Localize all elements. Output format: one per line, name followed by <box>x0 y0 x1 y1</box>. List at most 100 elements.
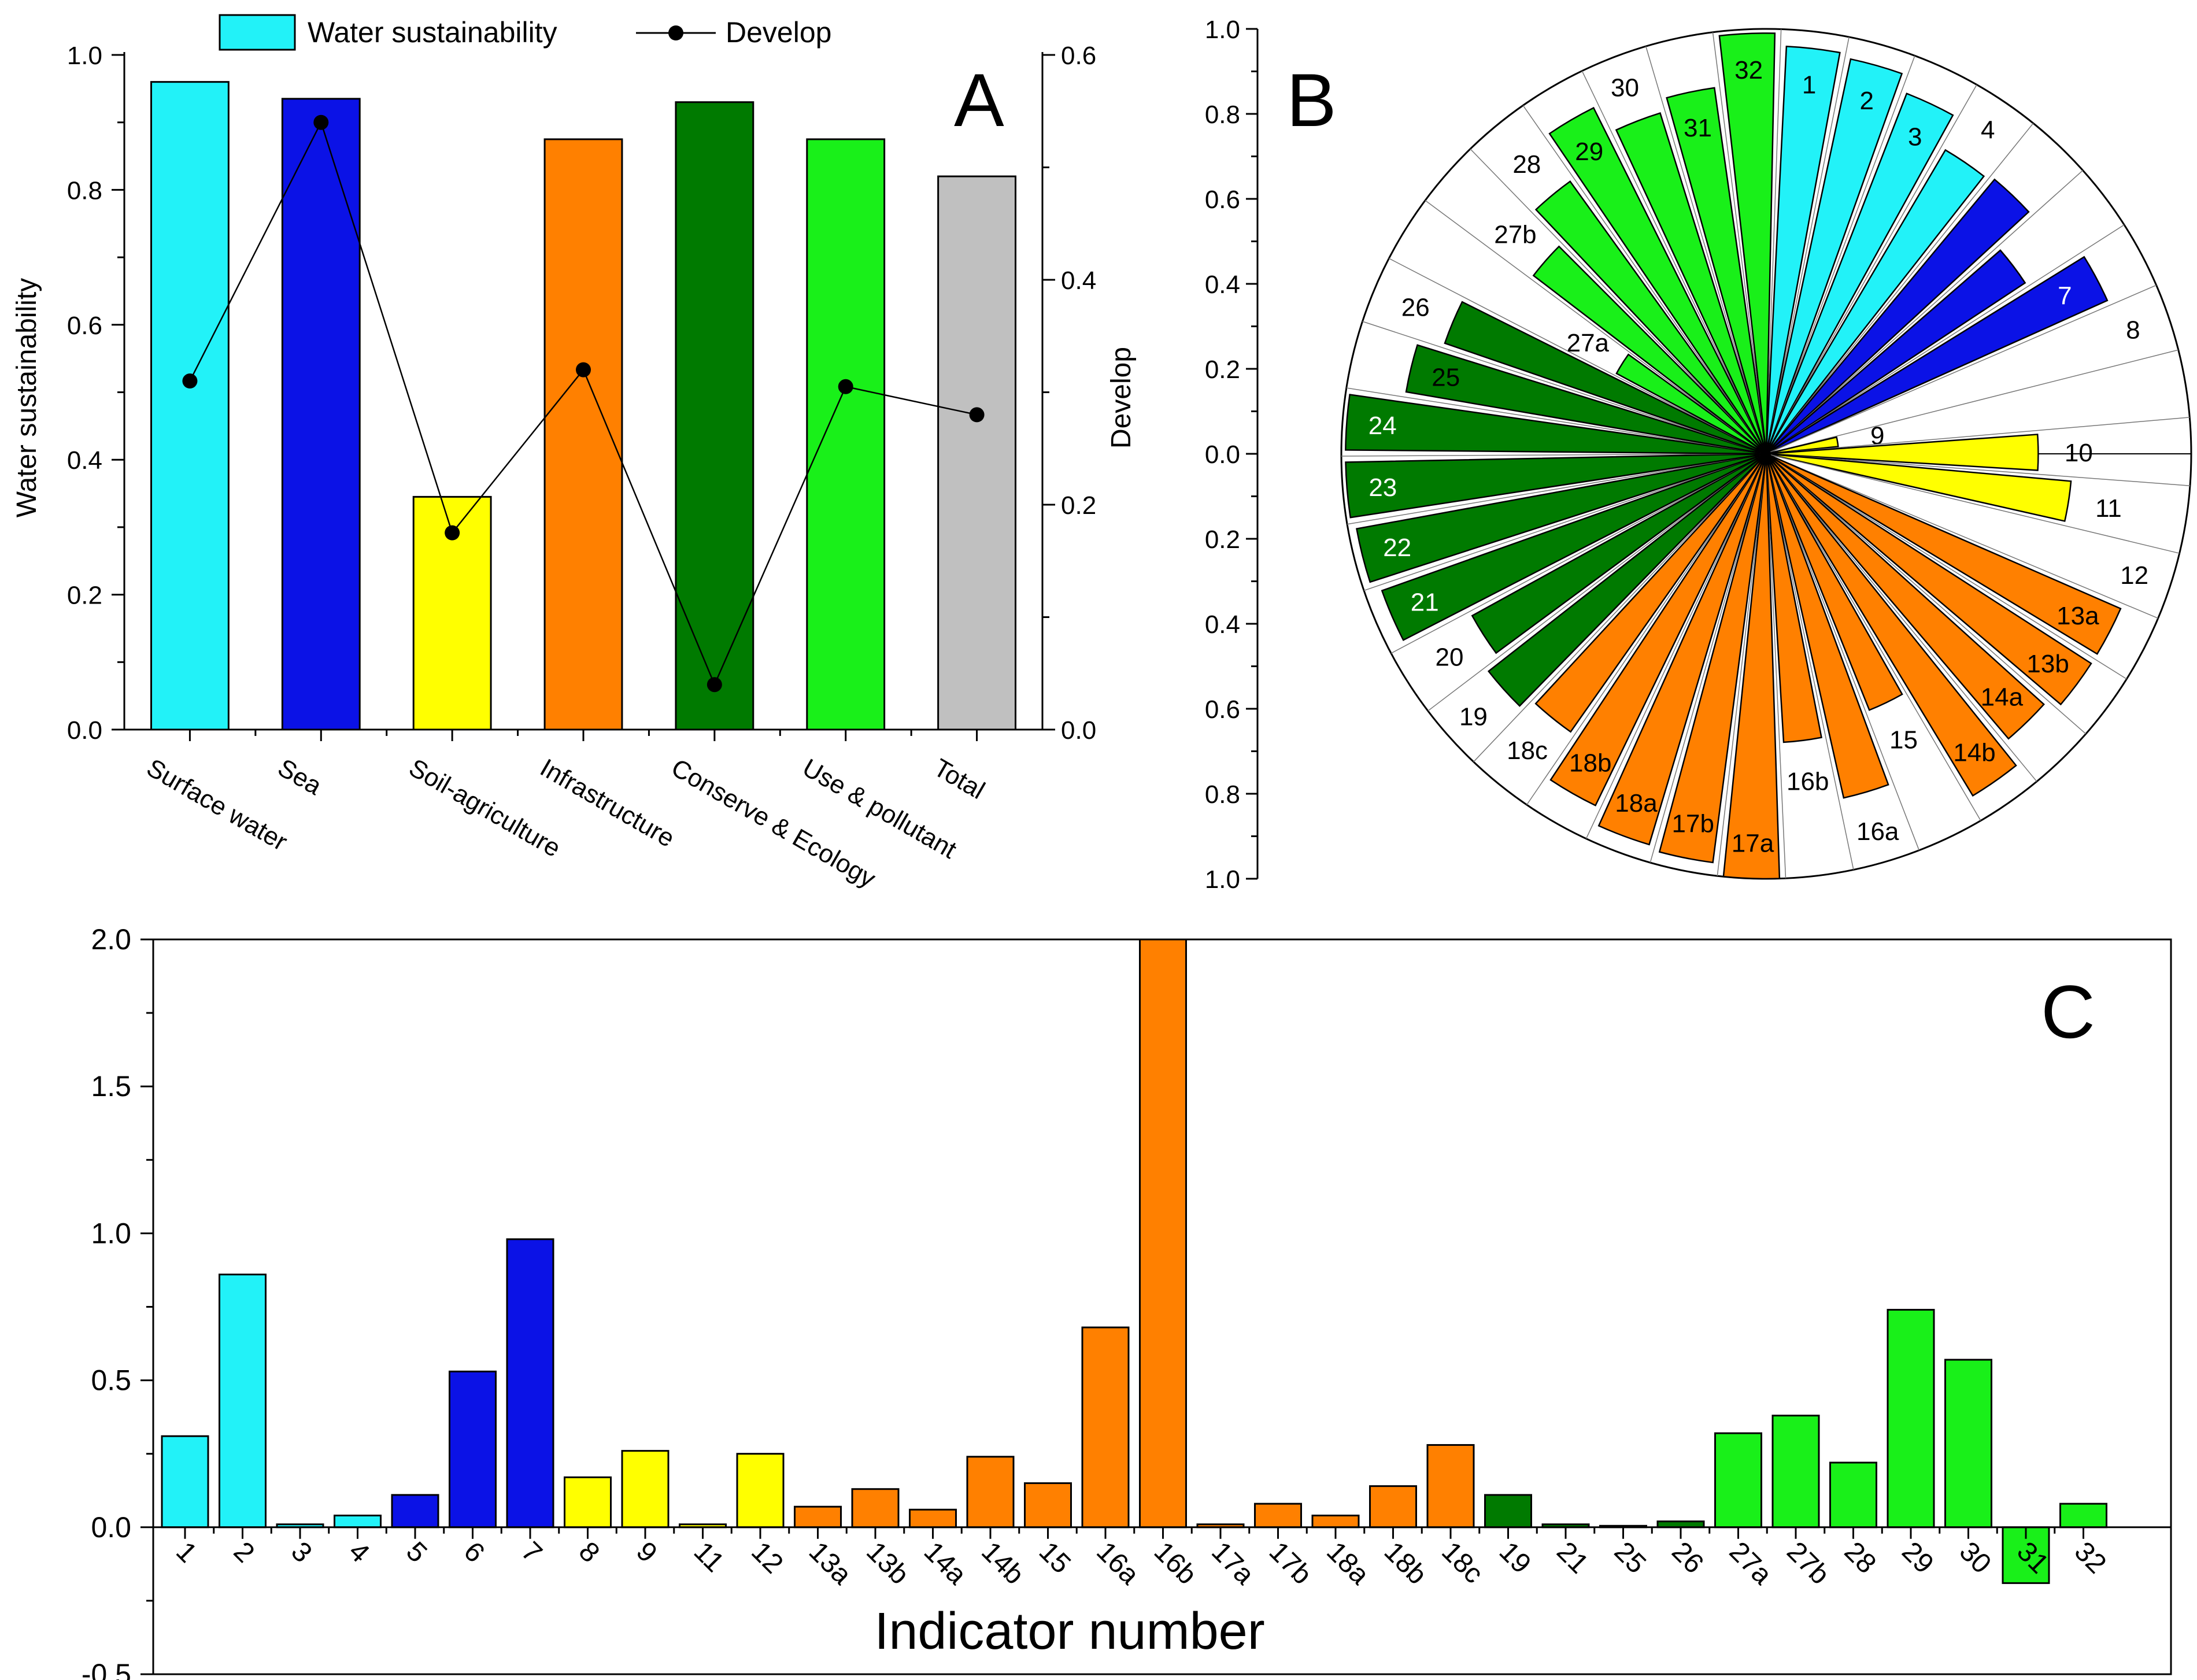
panel-c-x-tick-label: 21 <box>1551 1536 1594 1579</box>
panel-b-sector-divider <box>1766 29 1782 454</box>
panel-b-bar-label: 27a <box>1567 329 1610 357</box>
panel-b-sector-divider <box>1389 258 1767 454</box>
panel-b-bar <box>1766 256 2109 455</box>
panel-c-bar <box>1254 1503 1302 1529</box>
panel-c-bar <box>621 1450 670 1529</box>
panel-a-develop-line <box>189 120 846 687</box>
panel-b-radial-tick-label: 1.0 <box>1205 865 1240 894</box>
panel-b-bar <box>1549 453 1767 806</box>
panel-b-bar-label: 16a <box>1856 817 1899 846</box>
panel-c-x-tick-label: 13a <box>803 1536 857 1590</box>
panel-c-bar <box>391 1494 439 1529</box>
panel-b-bar <box>1765 92 1954 454</box>
panel-c-x-tick-label: 13b <box>860 1536 915 1590</box>
panel-b-bar <box>1722 453 1781 880</box>
panel-c-x-tick-label: 25 <box>1608 1536 1652 1579</box>
panel-b-bar <box>1765 453 2017 797</box>
panel-b-bar-label: 12 <box>2120 561 2148 590</box>
panel-b-sector-divider <box>1766 123 2034 454</box>
panel-c-bar-chart: C Indicator number -0.50.00.51.01.52.01 2… <box>82 923 2172 1680</box>
panel-b-bar-label: 25 <box>1432 364 1460 392</box>
panel-b-radial-tick-label: 0.8 <box>1205 780 1240 809</box>
panel-b-sector-divider <box>1425 200 1767 454</box>
panel-b-sector-divider <box>1645 46 1767 454</box>
panel-b-bar-label: 22 <box>1383 534 1411 562</box>
panel-c-x-tick-label: 28 <box>1839 1536 1882 1579</box>
panel-b-bar-label: 14b <box>1953 739 1995 767</box>
panel-a-y2-tick-label: 0.0 <box>1061 716 1096 745</box>
panel-a-develop-point <box>576 362 591 378</box>
panel-a-y2-tick-label: 0.4 <box>1061 267 1096 295</box>
panel-b-bar-label: 13a <box>2057 602 2099 630</box>
panel-c-x-tick-label: 16b <box>1148 1536 1203 1590</box>
panel-c-x-tick-label: 26 <box>1666 1536 1709 1579</box>
panel-b-bar-label: 21 <box>1411 588 1439 616</box>
panel-b-sector-divider <box>1766 453 1981 821</box>
panel-b-bar-label: 8 <box>2126 316 2140 344</box>
panel-a-develop-point <box>707 677 722 693</box>
panel-b-bar-label: 17b <box>1672 809 1714 838</box>
panel-b-label: B <box>1286 58 1337 142</box>
panel-b-sector-divider <box>1766 453 1920 851</box>
panel-b-sector-divider <box>1712 32 1767 454</box>
panel-c-bar <box>736 1453 785 1529</box>
panel-b-center-point <box>1762 449 1771 458</box>
panel-c-x-tick-label: 11 <box>688 1536 730 1578</box>
panel-c-x-tick-label: 15 <box>1033 1536 1077 1579</box>
panel-b-sector-divider <box>1766 417 2190 454</box>
panel-b-sector-divider <box>1766 453 2190 486</box>
panel-a-bar <box>281 98 361 731</box>
panel-b-sector-divider <box>1766 453 2127 680</box>
panel-c-y-tick-label: 2.0 <box>91 923 131 956</box>
panel-c-x-tick-label: 5 <box>400 1536 432 1568</box>
panel-b-bar <box>1615 112 1767 454</box>
panel-c-bar <box>1311 1514 1360 1529</box>
panel-b-radial-tick-label: 1.0 <box>1205 16 1240 44</box>
panel-b-sector-divider <box>1766 55 1915 454</box>
panel-c-x-tick-label: 18c <box>1436 1536 1489 1589</box>
panel-c-x-tick-label: 14a <box>918 1536 972 1590</box>
panel-b-radial-tick-label: 0.6 <box>1205 186 1240 214</box>
panel-c-bar <box>909 1508 957 1529</box>
panel-b-sector-divider <box>1766 284 2157 454</box>
panel-b-bar-label: 26 <box>1401 293 1430 321</box>
panel-c-x-tick-label: 4 <box>343 1536 375 1568</box>
panel-c-x-tick-label: 30 <box>1954 1536 1997 1579</box>
panel-c-bar <box>564 1476 612 1529</box>
panel-b-bar <box>1765 58 1903 454</box>
panel-b-sector-divider <box>1766 453 2159 619</box>
panel-b-bar-label: 11 <box>2095 494 2122 523</box>
panel-b-bar-label: 13b <box>2026 650 2069 678</box>
panel-a-bar <box>675 101 754 731</box>
panel-a-y-tick-label: 0.2 <box>67 582 102 610</box>
panel-c-x-tick-label: 17b <box>1263 1536 1318 1590</box>
panel-a-y2-tick-label: 0.6 <box>1061 42 1096 70</box>
panel-b-sector-divider <box>1766 453 2087 734</box>
panel-b-bar-label: 1 <box>1802 71 1816 99</box>
panel-a-y2-axis-title: Develop <box>1106 347 1137 449</box>
panel-c-x-tick-label: 32 <box>2069 1536 2112 1579</box>
panel-b-sector-divider <box>1766 453 2037 782</box>
legend-bar-label: Water sustainability <box>308 16 557 49</box>
panel-b-sector-divider <box>1585 453 1767 839</box>
panel-a-bar <box>150 81 230 731</box>
panel-b-bar <box>1766 453 2092 706</box>
panel-a-bar <box>543 138 623 731</box>
panel-c-bar <box>334 1514 382 1529</box>
panel-b-bar-label: 31 <box>1684 114 1712 142</box>
panel-b-sector-divider <box>1390 453 1767 654</box>
panel-b-sector-divider <box>1717 453 1767 876</box>
panel-b-sector-divider <box>1363 453 1767 591</box>
panel-c-x-tick-label: 1 <box>170 1536 202 1568</box>
panel-b-sector-divider <box>1649 453 1767 863</box>
panel-b-bar <box>1534 180 1767 454</box>
panel-b-sector-divider <box>1473 453 1767 763</box>
panel-b-sector-divider <box>1470 149 1767 454</box>
panel-b-bar-label: 23 <box>1368 473 1397 502</box>
panel-b-bar-label: 29 <box>1575 138 1603 166</box>
panel-b-radial-tick-label: 0.8 <box>1205 101 1240 129</box>
panel-b-sector-divider <box>1347 453 1767 525</box>
legend-line-label: Develop <box>726 16 831 49</box>
panel-c-x-axis-title: Indicator number <box>874 1603 1264 1660</box>
panel-c-x-tick-label: 18b <box>1378 1536 1433 1590</box>
